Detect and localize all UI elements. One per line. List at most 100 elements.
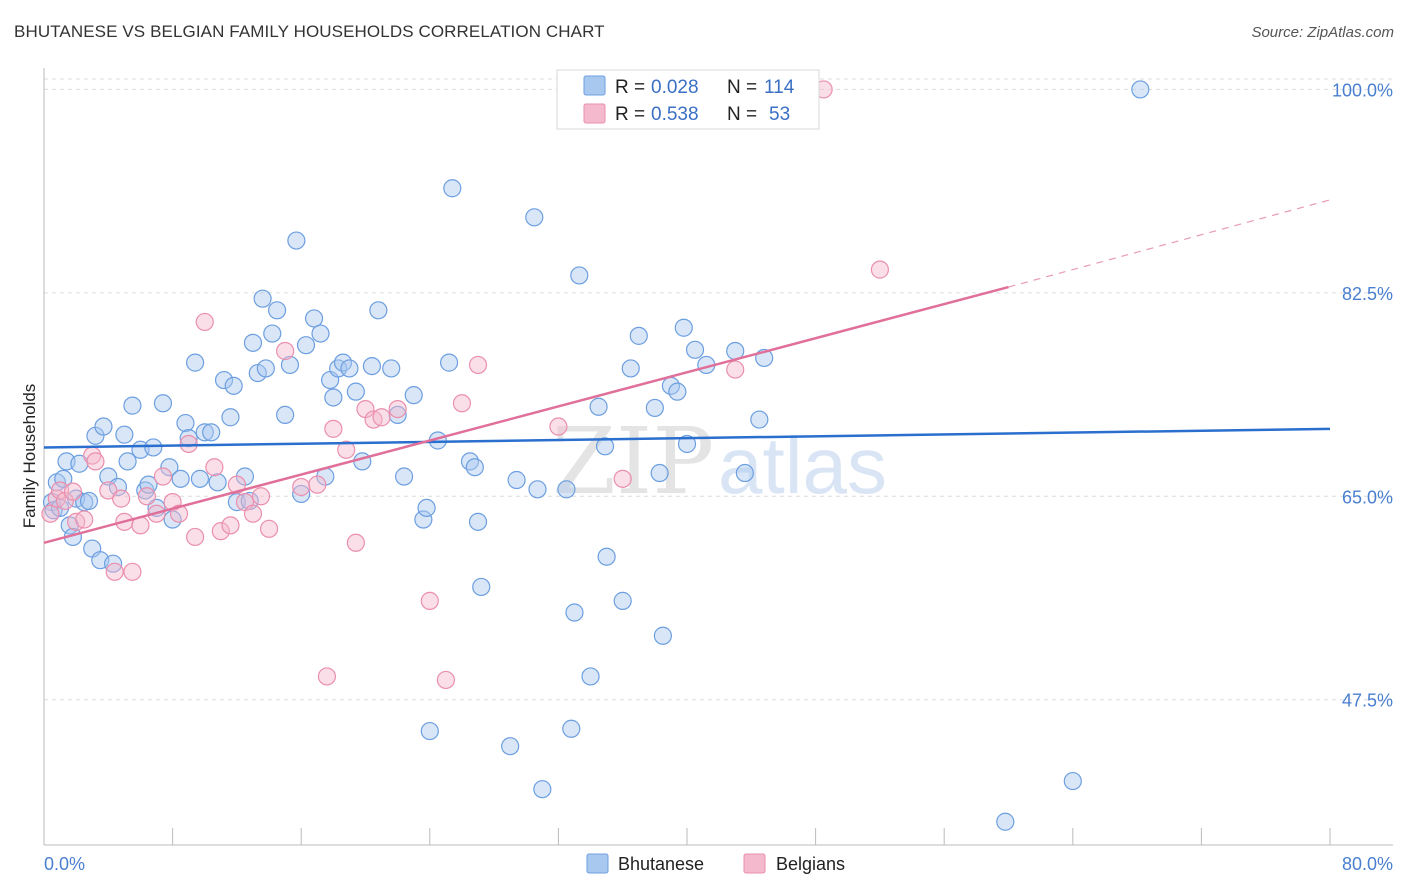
bhutanese-point-90 [581, 667, 600, 686]
belgians-point-33 [308, 475, 327, 494]
axes [43, 68, 1393, 846]
y-tick-labels: 47.5% 65.0% 82.5% 100.0% [1332, 80, 1393, 710]
bhutanese-point-34 [190, 469, 210, 488]
bhutanese-point-44 [243, 333, 263, 352]
belgians-point-20 [179, 434, 198, 454]
belgians-point-22 [195, 312, 214, 332]
bhutanese-point-48 [263, 324, 282, 343]
belgians-point-23 [205, 458, 224, 477]
x-tick-label-min: 0.0% [44, 854, 85, 874]
bhutanese-point-98 [650, 463, 669, 483]
bhutanese-point-83 [525, 208, 544, 227]
bhutanese-point-88 [565, 603, 584, 622]
bhutanese-point-111 [996, 812, 1015, 831]
legend-n-value-2: 53 [769, 104, 790, 125]
y-axis-label: Family Households [20, 384, 39, 529]
bhutanese-point-102 [674, 318, 693, 337]
belgians-point-10 [105, 562, 124, 581]
source-label: Source: ZipAtlas.com [1251, 24, 1394, 41]
y-tick-label-0: 47.5% [1342, 691, 1393, 711]
belgians-trend-line [43, 285, 1009, 544]
bhutanese-point-4 [54, 469, 73, 488]
bottom-legend-swatch-belgians [743, 853, 766, 874]
belgians-point-32 [292, 477, 311, 497]
legend-n-value-1: 114 [764, 77, 795, 98]
belgians-trend-extension [1008, 199, 1331, 288]
bhutanese-point-96 [629, 326, 648, 345]
bhutanese-point-82 [507, 470, 526, 490]
belgians-point-40 [372, 408, 391, 427]
legend-swatch-bhutanese [583, 75, 606, 96]
bhutanese-point-66 [369, 301, 388, 320]
y-tick-label-2: 82.5% [1342, 284, 1393, 304]
bhutanese-point-108 [735, 463, 754, 483]
bhutanese-point-64 [353, 452, 372, 471]
bhutanese-point-21 [123, 396, 142, 415]
bhutanese-point-94 [613, 591, 632, 610]
bhutanese-point-32 [179, 429, 198, 448]
bhutanese-point-30 [171, 469, 190, 488]
belgians-point-2 [50, 481, 70, 500]
legend-r-label-1: R = [615, 77, 645, 98]
bhutanese-point-71 [414, 510, 433, 529]
bhutanese-point-69 [394, 467, 414, 486]
belgians-point-44 [452, 394, 472, 413]
bhutanese-point-99 [653, 626, 672, 645]
bhutanese-point-24 [139, 475, 158, 494]
bhutanese-point-67 [382, 359, 401, 378]
belgians-point-47 [613, 469, 632, 488]
legend-r-value-2: 0.538 [651, 104, 699, 125]
belgians-point-37 [346, 533, 365, 552]
belgians-point-21 [186, 527, 205, 547]
belgians-point-26 [227, 475, 246, 494]
belgians-point-34 [317, 667, 337, 686]
chart-title: BHUTANESE VS BELGIAN FAMILY HOUSEHOLDS C… [14, 22, 605, 41]
legend-r-value-1: 0.028 [651, 77, 699, 98]
belgians-point-48 [726, 360, 745, 379]
belgians-point-25 [221, 516, 240, 535]
bhutanese-point-103 [677, 434, 697, 454]
bhutanese-point-79 [468, 512, 488, 531]
bhutanese-point-31 [176, 413, 195, 433]
bhutanese-point-15 [94, 417, 113, 436]
belgians-point-36 [337, 440, 356, 459]
bhutanese-point-33 [186, 353, 205, 372]
x-tick-label-max: 80.0% [1342, 854, 1393, 874]
bottom-legend: Bhutanese Belgians [586, 853, 845, 874]
watermark-zip: ZIP [552, 408, 714, 515]
belgians-point-0 [41, 504, 60, 523]
bhutanese-point-28 [160, 458, 179, 477]
belgians-point-15 [137, 487, 156, 506]
gridlines [44, 78, 1393, 701]
bottom-legend-label-belgians: Belgians [776, 854, 845, 874]
bhutanese-point-37 [208, 473, 227, 492]
bhutanese-point-52 [287, 231, 306, 250]
belgians-point-4 [63, 482, 83, 501]
bhutanese-point-27 [153, 394, 173, 413]
bhutanese-point-51 [280, 355, 300, 375]
belgians-point-9 [99, 481, 118, 500]
bhutanese-point-92 [595, 437, 615, 456]
bhutanese-point-39 [221, 408, 240, 427]
belgians-point-24 [211, 522, 230, 541]
belgians-point-29 [251, 487, 271, 506]
bhutanese-point-63 [346, 382, 365, 401]
bhutanese-point-38 [214, 370, 234, 390]
bhutanese-point-72 [417, 498, 436, 518]
belgians-point-46 [549, 417, 568, 436]
belgians-point-43 [436, 670, 455, 690]
belgians-point-35 [324, 419, 343, 438]
bhutanese-point-11 [79, 491, 99, 511]
bhutanese-point-97 [645, 398, 664, 418]
bhutanese-point-50 [276, 405, 295, 425]
bhutanese-point-109 [750, 410, 769, 429]
bhutanese-point-75 [439, 353, 459, 372]
trend-lines [43, 199, 1331, 544]
bhutanese-point-77 [460, 452, 480, 471]
bhutanese-point-87 [562, 719, 581, 738]
bhutanese-point-78 [465, 458, 484, 477]
bhutanese-point-46 [253, 289, 272, 308]
bhutanese-points [42, 80, 1150, 831]
belgians-point-8 [86, 452, 105, 471]
